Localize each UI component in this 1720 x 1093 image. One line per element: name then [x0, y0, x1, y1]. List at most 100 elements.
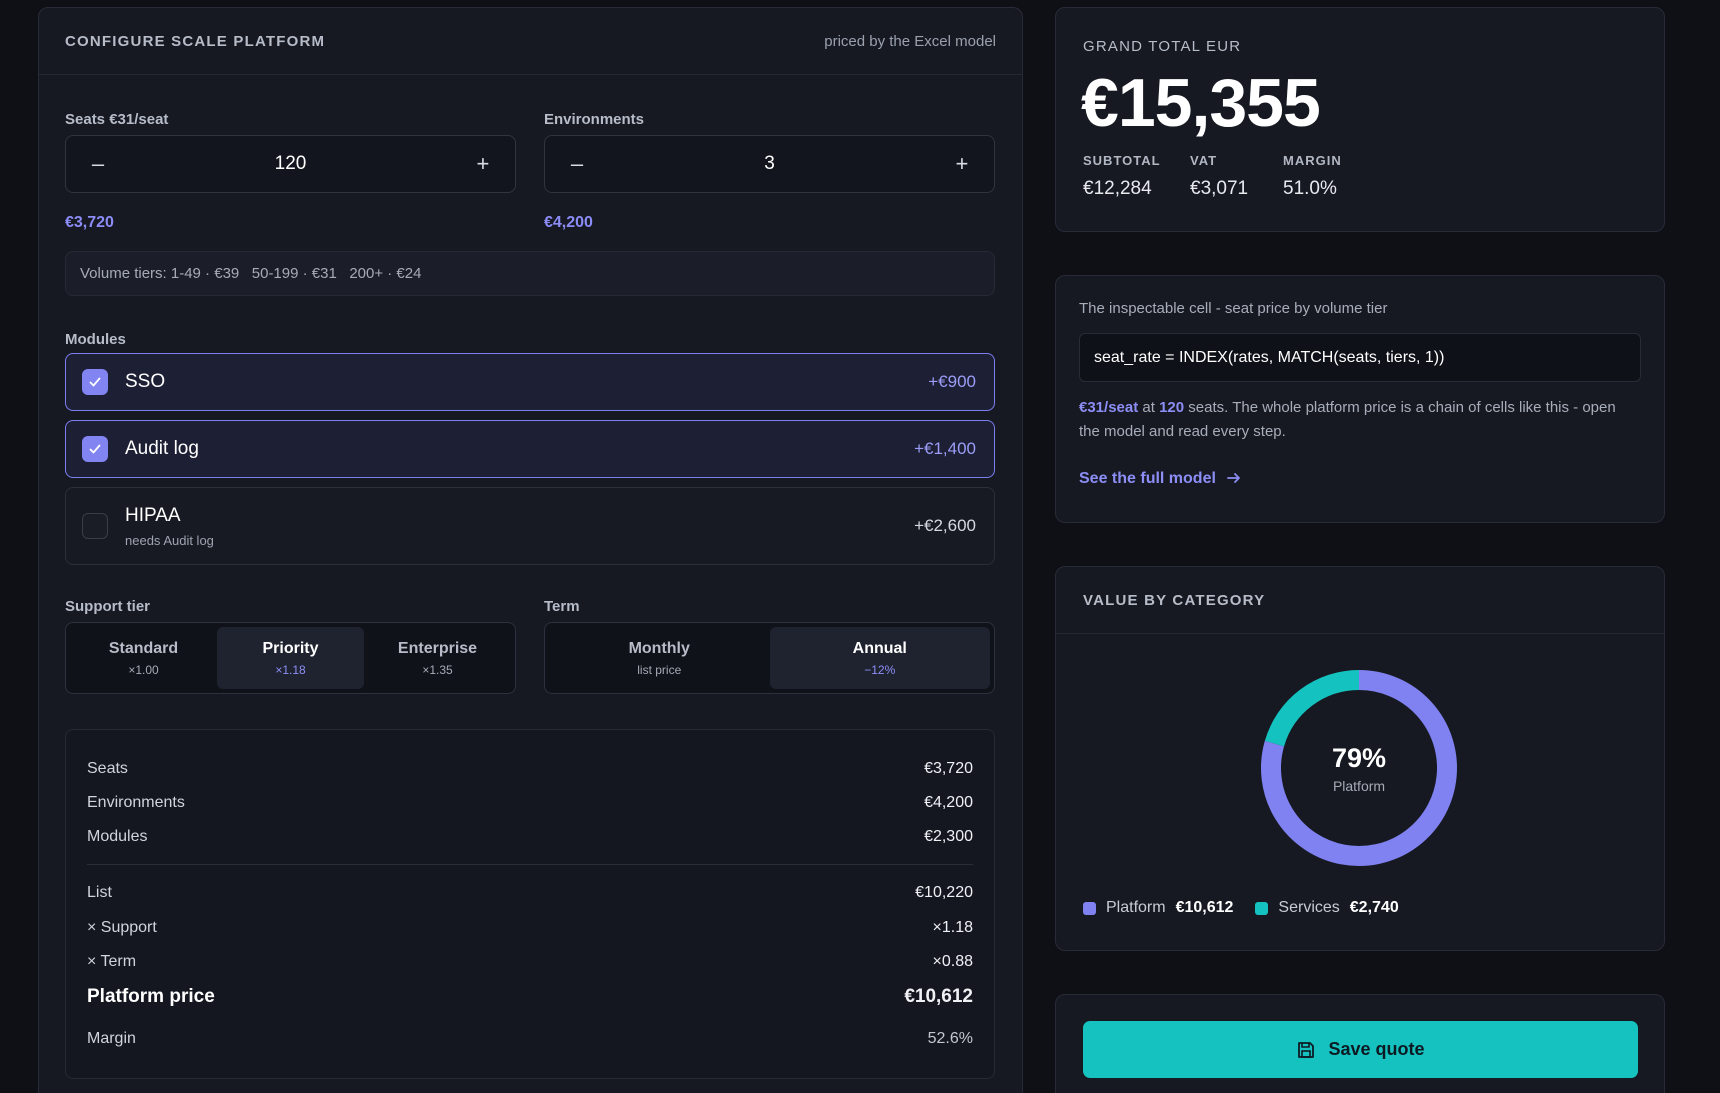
support-option-multiplier: ×1.00: [128, 662, 159, 677]
breakdown-key: Modules: [87, 828, 148, 845]
support-option-name: Enterprise: [397, 639, 478, 657]
inspectable-cell-title: The inspectable cell - seat price by vol…: [1079, 300, 1388, 317]
support-tier-label: Support tier: [65, 598, 150, 615]
breakdown-row-margin: Margin 52.6%: [87, 1030, 973, 1048]
module-sso-price: +€900: [928, 372, 976, 391]
subtotal-value: €12,284: [1083, 178, 1152, 199]
support-tier-selector: Standard ×1.00 Priority ×1.18 Enterprise…: [65, 622, 516, 694]
term-option-annual[interactable]: Annual −12%: [769, 627, 990, 689]
breakdown-key: Seats: [87, 760, 128, 777]
support-option-multiplier: ×1.18: [275, 662, 306, 677]
breakdown-row-list: List €10,220: [87, 884, 973, 902]
breakdown-row-modules: Modules €2,300: [87, 828, 973, 846]
module-audit-log-name: Audit log: [125, 438, 199, 459]
save-quote-button[interactable]: Save quote: [1083, 1021, 1638, 1078]
legend-value-services: €2,740: [1349, 899, 1399, 916]
term-selector: Monthly list price Annual −12%: [544, 622, 995, 694]
breakdown-value: 52.6%: [927, 1030, 973, 1047]
term-option-detail: −12%: [864, 662, 896, 677]
term-option-name: Annual: [852, 639, 907, 657]
module-sso[interactable]: SSO +€900: [65, 353, 995, 411]
module-hipaa-checkbox[interactable]: [82, 513, 108, 539]
legend-label-services: Services: [1278, 899, 1340, 916]
breakdown-row-term: × Term ×0.88: [87, 953, 973, 971]
breakdown-row-platform-price: Platform price €10,612: [87, 986, 973, 1008]
modules-label: Modules: [65, 331, 126, 348]
support-option-standard[interactable]: Standard ×1.00: [70, 627, 217, 689]
support-option-enterprise[interactable]: Enterprise ×1.35: [364, 627, 511, 689]
breakdown-key: × Support: [87, 919, 157, 936]
legend-swatch-services: [1255, 901, 1269, 915]
breakdown-row-support: × Support ×1.18: [87, 919, 973, 937]
breakdown-key: Environments: [87, 794, 185, 811]
grand-total-label: GRAND TOTAL EUR: [1083, 38, 1242, 55]
environments-value[interactable]: 3: [764, 153, 775, 174]
value-by-category-title: VALUE BY CATEGORY: [1083, 591, 1266, 609]
module-audit-log[interactable]: Audit log +€1,400: [65, 420, 995, 478]
donut-chart: 79% Platform: [1256, 665, 1462, 871]
check-icon: [89, 444, 101, 454]
donut-center-percent: 79%: [1331, 743, 1387, 773]
margin-label: MARGIN: [1283, 153, 1342, 168]
donut-slice-platform: [1261, 670, 1457, 866]
configure-header: CONFIGURE SCALE PLATFORM priced by the E…: [39, 8, 1022, 75]
donut-center-label: Platform: [1332, 778, 1386, 794]
support-option-priority[interactable]: Priority ×1.18: [217, 627, 364, 689]
environments-stepper: – 3 +: [544, 135, 995, 193]
breakdown-value: €2,300: [924, 828, 973, 845]
vat-value: €3,071: [1190, 178, 1249, 199]
margin-value: 51.0%: [1283, 178, 1337, 199]
vat-stat: VAT €3,071: [1190, 153, 1248, 200]
legend-swatch-platform: [1083, 901, 1096, 915]
breakdown-key: Margin: [87, 1030, 136, 1047]
module-sso-checkbox[interactable]: [82, 369, 108, 395]
configure-note: priced by the Excel model: [824, 32, 996, 50]
subtotal-label: SUBTOTAL: [1083, 153, 1161, 168]
check-icon: [89, 377, 101, 387]
module-hipaa-dependency: needs Audit log: [125, 532, 214, 548]
breakdown-value: ×1.18: [932, 919, 973, 936]
term-option-detail: list price: [637, 662, 682, 677]
seats-decrement-button[interactable]: –: [91, 151, 105, 176]
see-full-model-link[interactable]: See the full model: [1079, 470, 1242, 488]
module-audit-log-price: +€1,400: [914, 439, 976, 458]
seats-increment-button[interactable]: +: [476, 151, 490, 176]
seats-total: €3,720: [65, 214, 114, 231]
seats-value[interactable]: 120: [274, 153, 307, 174]
save-quote-label: Save quote: [1328, 1039, 1425, 1059]
legend-item-platform: Platform €10,612: [1083, 899, 1233, 917]
seat-count-highlight: 120: [1159, 399, 1185, 416]
subtotal-stat: SUBTOTAL €12,284: [1083, 153, 1161, 200]
seat-rate-highlight: €31/seat: [1079, 399, 1139, 416]
breakdown-value: €3,720: [924, 760, 973, 777]
formula-text: seat_rate = INDEX(rates, MATCH(seats, ti…: [1094, 348, 1445, 366]
donut-svg: [1261, 670, 1457, 866]
volume-tiers-note: Volume tiers: 1-49 · €39 50-199 · €31 20…: [65, 251, 995, 296]
volume-tiers-text: Volume tiers: 1-49 · €39 50-199 · €31 20…: [80, 265, 422, 282]
breakdown-key: Platform price: [87, 986, 215, 1007]
breakdown-value: €4,200: [924, 794, 973, 811]
inspectable-cell-panel: The inspectable cell - seat price by vol…: [1055, 275, 1665, 523]
legend-label-platform: Platform: [1106, 899, 1166, 916]
support-option-multiplier: ×1.35: [422, 662, 453, 677]
term-option-monthly[interactable]: Monthly list price: [549, 627, 770, 689]
environments-decrement-button[interactable]: –: [570, 151, 584, 176]
breakdown-value: €10,612: [904, 986, 973, 1007]
term-option-name: Monthly: [628, 639, 690, 657]
save-icon: [1298, 1041, 1315, 1058]
module-hipaa[interactable]: HIPAA needs Audit log +€2,600: [65, 487, 995, 565]
support-option-name: Standard: [108, 639, 179, 657]
donut-slice-services: [1264, 670, 1360, 747]
breakdown-key: List: [87, 884, 112, 901]
desc-rest: seats. The whole platform price is a cha…: [1079, 399, 1616, 440]
seats-label: Seats €31/seat: [65, 111, 169, 128]
vat-label: VAT: [1190, 153, 1218, 168]
module-audit-log-checkbox[interactable]: [82, 436, 108, 462]
see-full-model-label: See the full model: [1079, 470, 1216, 487]
breakdown-row-seats: Seats €3,720: [87, 760, 973, 778]
environments-total: €4,200: [544, 214, 593, 231]
environments-increment-button[interactable]: +: [955, 151, 969, 176]
value-by-category-panel: VALUE BY CATEGORY 79% Platform Platform …: [1055, 566, 1665, 951]
chart-legend: Platform €10,612 Services €2,740: [1083, 899, 1421, 917]
environments-label: Environments: [544, 111, 645, 128]
